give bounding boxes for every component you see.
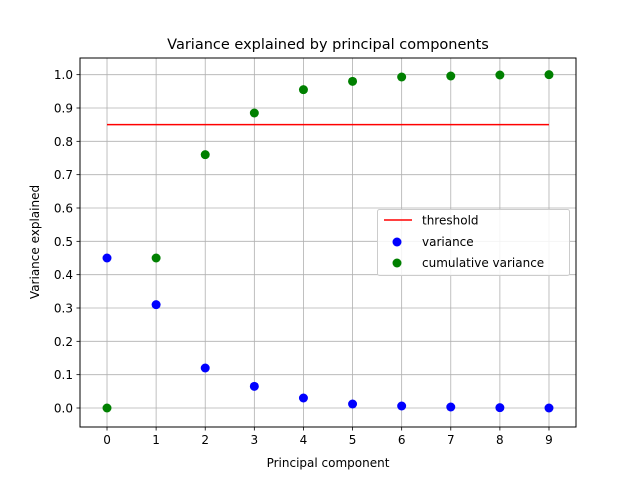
legend-cumulative-label: cumulative variance <box>422 256 544 270</box>
variance-point <box>495 403 505 413</box>
x-tick-label: 6 <box>398 433 406 447</box>
y-tick-label: 0.9 <box>54 102 73 116</box>
chart-title: Variance explained by principal componen… <box>167 37 489 53</box>
y-tick-label: 0.0 <box>54 402 73 416</box>
legend: threshold variance cumulative variance <box>377 209 570 276</box>
legend-cumulative-swatch <box>392 258 402 268</box>
legend-variance-label: variance <box>422 235 474 249</box>
variance-point <box>348 399 358 409</box>
y-tick-label: 0.5 <box>54 235 73 249</box>
variance-point <box>102 253 112 263</box>
x-tick-label: 9 <box>545 433 553 447</box>
variance-point <box>249 381 259 391</box>
variance-point <box>544 403 554 413</box>
y-axis-title: Variance explained <box>28 185 42 299</box>
x-tick-label: 1 <box>152 433 160 447</box>
cumulative-variance-point <box>249 108 259 118</box>
x-axis-title: Principal component <box>267 456 390 470</box>
x-tick-label: 5 <box>349 433 357 447</box>
x-tick-label: 2 <box>201 433 209 447</box>
variance-point <box>446 402 456 412</box>
x-tick-label: 8 <box>496 433 504 447</box>
cumulative-variance-point <box>298 85 308 95</box>
cumulative-variance-point <box>544 70 554 80</box>
tick-layer: 0 1 2 3 4 5 6 7 8 9 0.0 0.1 0.2 0.3 0.4 0.5 0.6 0.7 0.8 0.9… <box>54 68 553 447</box>
y-tick-label: 0.7 <box>54 168 73 182</box>
cumulative-variance-point <box>397 72 407 82</box>
y-tick-label: 0.4 <box>54 268 73 282</box>
cumulative-variance-point <box>200 150 210 160</box>
y-tick-label: 0.2 <box>54 335 73 349</box>
plot-frame <box>79 57 577 428</box>
y-tick-label: 1.0 <box>54 68 73 82</box>
x-tick-label: 0 <box>103 433 111 447</box>
variance-point <box>151 300 161 310</box>
legend-threshold-label: threshold <box>422 214 479 228</box>
variance-point <box>298 393 308 403</box>
x-tick-label: 7 <box>447 433 455 447</box>
legend-variance-swatch <box>392 237 402 247</box>
x-tick-label: 3 <box>251 433 259 447</box>
cumulative-variance-point <box>102 403 112 413</box>
y-tick-label: 0.3 <box>54 302 73 316</box>
cumulative-variance-point <box>348 76 358 86</box>
legend-box <box>377 209 570 276</box>
variance-point <box>200 363 210 373</box>
y-tick-label: 0.6 <box>54 202 73 216</box>
variance-point <box>397 401 407 411</box>
cumulative-variance-point <box>151 253 161 263</box>
y-tick-label: 0.8 <box>54 135 73 149</box>
y-tick-label: 0.1 <box>54 368 73 382</box>
x-tick-label: 4 <box>300 433 308 447</box>
points-layer <box>102 70 554 413</box>
cumulative-variance-point <box>495 70 505 80</box>
cumulative-variance-point <box>446 71 456 81</box>
